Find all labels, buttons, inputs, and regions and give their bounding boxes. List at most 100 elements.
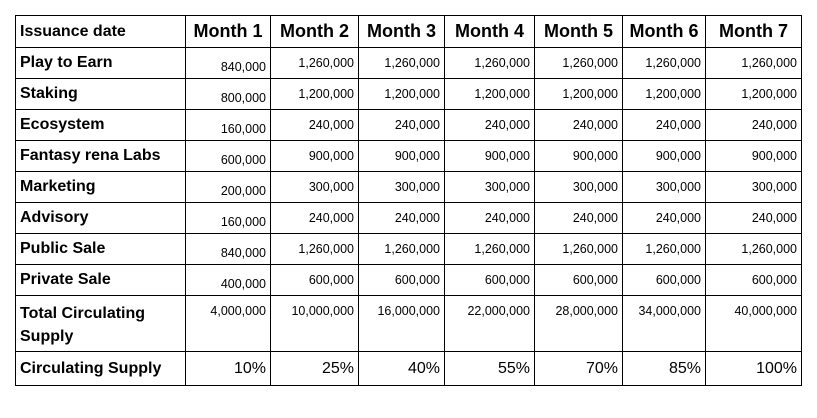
cell: 22,000,000 <box>444 295 535 352</box>
cell: 1,260,000 <box>705 47 802 79</box>
cell: 40,000,000 <box>705 295 802 352</box>
row-label: Advisory <box>15 202 186 234</box>
row-label: Fantasy rena Labs <box>15 140 186 172</box>
table-row: Marketing 200,000 300,000 300,000 300,000 300… <box>15 171 802 203</box>
cell: 600,000 <box>358 264 445 296</box>
cell: 1,200,000 <box>270 78 359 110</box>
row-label: Play to Earn <box>15 47 186 79</box>
cell: 240,000 <box>534 109 623 141</box>
cell: 1,260,000 <box>358 233 445 265</box>
header-cell: Month 4 <box>444 15 535 48</box>
row-label: Private Sale <box>15 264 186 296</box>
cell: 240,000 <box>705 202 802 234</box>
table-row: Staking 800,000 1,200,000 1,200,000 1,200,00… <box>15 78 802 110</box>
cell: 300,000 <box>622 171 706 203</box>
table-row: Advisory 160,000 240,000 240,000 240,000 240,… <box>15 202 802 234</box>
cell: 300,000 <box>705 171 802 203</box>
cell: 600,000 <box>622 264 706 296</box>
cell: 10% <box>185 351 271 386</box>
cell: 40% <box>358 351 445 386</box>
cell: 300,000 <box>358 171 445 203</box>
cell: 300,000 <box>534 171 623 203</box>
cell: 600,000 <box>705 264 802 296</box>
cell: 1,200,000 <box>358 78 445 110</box>
cell: 55% <box>444 351 535 386</box>
cell: 600,000 <box>185 140 271 172</box>
cell: 1,260,000 <box>270 47 359 79</box>
table-row: Public Sale 840,000 1,260,000 1,260,000 1,26… <box>15 233 802 265</box>
cell: 25% <box>270 351 359 386</box>
cell: 1,260,000 <box>444 233 535 265</box>
cell: 900,000 <box>534 140 623 172</box>
row-label: Total Circulating Supply <box>15 295 186 352</box>
row-label: Staking <box>15 78 186 110</box>
cell: 240,000 <box>705 109 802 141</box>
cell: 240,000 <box>444 202 535 234</box>
cell: 1,260,000 <box>534 233 623 265</box>
table-row: Circulating Supply 10% 25% 40% 55% 70% 85% 100% <box>15 351 802 386</box>
cell: 900,000 <box>705 140 802 172</box>
cell: 840,000 <box>185 233 271 265</box>
cell: 600,000 <box>270 264 359 296</box>
cell: 300,000 <box>270 171 359 203</box>
header-cell: Month 7 <box>705 15 802 48</box>
issuance-table: Issuance date Month 1 Month 2 Month 3 Month … <box>15 15 802 386</box>
cell: 900,000 <box>622 140 706 172</box>
cell: 240,000 <box>622 109 706 141</box>
row-label: Circulating Supply <box>15 351 186 386</box>
cell: 1,260,000 <box>622 47 706 79</box>
cell: 400,000 <box>185 264 271 296</box>
cell: 240,000 <box>534 202 623 234</box>
cell: 240,000 <box>270 109 359 141</box>
cell: 10,000,000 <box>270 295 359 352</box>
header-cell: Month 2 <box>270 15 359 48</box>
cell: 70% <box>534 351 623 386</box>
table-body: Play to Earn 840,000 1,260,000 1,260,000 1,2… <box>15 47 802 386</box>
cell: 34,000,000 <box>622 295 706 352</box>
cell: 1,200,000 <box>444 78 535 110</box>
cell: 600,000 <box>444 264 535 296</box>
cell: 1,260,000 <box>622 233 706 265</box>
row-label: Ecosystem <box>15 109 186 141</box>
cell: 1,200,000 <box>534 78 623 110</box>
cell: 1,200,000 <box>622 78 706 110</box>
cell: 300,000 <box>444 171 535 203</box>
row-label: Marketing <box>15 171 186 203</box>
table-row: Ecosystem 160,000 240,000 240,000 240,000 240… <box>15 109 802 141</box>
cell: 900,000 <box>358 140 445 172</box>
cell: 1,260,000 <box>534 47 623 79</box>
cell: 840,000 <box>185 47 271 79</box>
cell: 16,000,000 <box>358 295 445 352</box>
cell: 200,000 <box>185 171 271 203</box>
header-cell: Issuance date <box>15 15 186 48</box>
cell: 900,000 <box>444 140 535 172</box>
cell: 160,000 <box>185 202 271 234</box>
cell: 1,260,000 <box>270 233 359 265</box>
table-row: Private Sale 400,000 600,000 600,000 600,000… <box>15 264 802 296</box>
cell: 1,260,000 <box>444 47 535 79</box>
cell: 4,000,000 <box>185 295 271 352</box>
table-row: Play to Earn 840,000 1,260,000 1,260,000 1,2… <box>15 47 802 79</box>
header-cell: Month 1 <box>185 15 271 48</box>
cell: 600,000 <box>534 264 623 296</box>
header-cell: Month 3 <box>358 15 445 48</box>
cell: 240,000 <box>358 109 445 141</box>
cell: 85% <box>622 351 706 386</box>
header-cell: Month 6 <box>622 15 706 48</box>
header-row: Issuance date Month 1 Month 2 Month 3 Month … <box>15 15 802 48</box>
cell: 900,000 <box>270 140 359 172</box>
table-row: Fantasy rena Labs 600,000 900,000 900,000 90… <box>15 140 802 172</box>
cell: 1,200,000 <box>705 78 802 110</box>
cell: 240,000 <box>358 202 445 234</box>
cell: 240,000 <box>444 109 535 141</box>
header-cell: Month 5 <box>534 15 623 48</box>
cell: 100% <box>705 351 802 386</box>
row-label: Public Sale <box>15 233 186 265</box>
cell: 1,260,000 <box>705 233 802 265</box>
cell: 1,260,000 <box>358 47 445 79</box>
cell: 240,000 <box>270 202 359 234</box>
table-row: Total Circulating Supply 4,000,000 10,000,… <box>15 295 802 352</box>
cell: 28,000,000 <box>534 295 623 352</box>
cell: 160,000 <box>185 109 271 141</box>
